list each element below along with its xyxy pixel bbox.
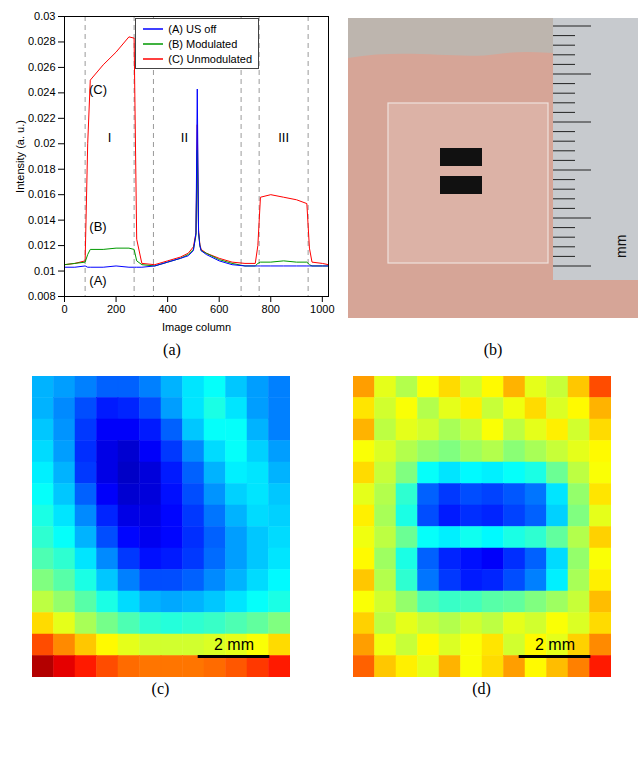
html-text:(d): (d)	[472, 680, 491, 697]
svg-text:mm: mm	[613, 235, 629, 258]
svg-text:0.026: 0.026	[28, 61, 56, 73]
svg-text:(A): (A)	[89, 273, 106, 288]
svg-text:0.024: 0.024	[28, 86, 56, 98]
svg-text:2 mm: 2 mm	[535, 636, 575, 653]
svg-text:(B): (B)	[89, 219, 106, 234]
svg-text:600: 600	[210, 303, 228, 315]
svg-text:200: 200	[107, 303, 125, 315]
svg-text:0.022: 0.022	[28, 112, 56, 124]
svg-text:0.02: 0.02	[34, 137, 55, 149]
html-text:(C) Unmodulated: (C) Unmodulated	[168, 52, 252, 65]
svg-text:III: III	[278, 130, 289, 145]
svg-text:I: I	[108, 130, 112, 145]
svg-text:0.014: 0.014	[28, 214, 56, 226]
html-text:(A) US off: (A) US off	[168, 22, 217, 35]
html-text:(b): (b)	[483, 341, 503, 358]
svg-text:800: 800	[262, 303, 280, 315]
html-text:(c): (c)	[151, 680, 170, 697]
svg-text:II: II	[181, 130, 188, 145]
svg-text:0.008: 0.008	[28, 290, 56, 302]
svg-text:(C): (C)	[89, 82, 107, 97]
svg-text:Intensity (a. u.): Intensity (a. u.)	[14, 120, 26, 193]
svg-text:0.01: 0.01	[34, 265, 55, 277]
html-text:(a): (a)	[163, 341, 181, 358]
svg-text:0: 0	[61, 303, 67, 315]
svg-text:0.016: 0.016	[28, 188, 56, 200]
svg-text:0.03: 0.03	[34, 10, 55, 22]
svg-text:0.028: 0.028	[28, 35, 56, 47]
svg-text:0.018: 0.018	[28, 163, 56, 175]
svg-text:400: 400	[158, 303, 176, 315]
svg-text:Image column: Image column	[162, 321, 231, 333]
svg-text:1000: 1000	[310, 303, 334, 315]
html-text:(B) Modulated: (B) Modulated	[168, 37, 238, 50]
svg-text:0.012: 0.012	[28, 239, 56, 251]
svg-text:2 mm: 2 mm	[214, 636, 254, 653]
